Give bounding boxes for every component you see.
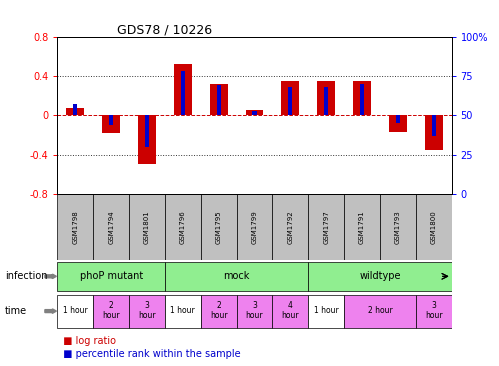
Text: infection: infection xyxy=(5,271,47,281)
Text: GSM1791: GSM1791 xyxy=(359,210,365,244)
Text: phoP mutant: phoP mutant xyxy=(79,271,143,281)
Text: ■ log ratio: ■ log ratio xyxy=(57,336,116,346)
Bar xyxy=(317,81,335,115)
Bar xyxy=(380,194,416,260)
Bar xyxy=(324,87,328,115)
Bar xyxy=(102,115,120,133)
Bar xyxy=(416,295,452,328)
Bar xyxy=(165,194,201,260)
Text: GSM1798: GSM1798 xyxy=(72,210,78,244)
Text: GSM1793: GSM1793 xyxy=(395,210,401,244)
Text: 2 hour: 2 hour xyxy=(368,306,392,315)
Bar xyxy=(308,295,344,328)
Bar xyxy=(237,295,272,328)
Bar xyxy=(308,261,452,291)
Bar xyxy=(217,85,221,115)
Bar xyxy=(109,115,113,125)
Bar xyxy=(272,194,308,260)
Bar xyxy=(237,194,272,260)
Text: wildtype: wildtype xyxy=(359,271,401,281)
Bar xyxy=(288,87,292,115)
Bar xyxy=(145,115,149,147)
Bar xyxy=(353,81,371,115)
Bar xyxy=(181,71,185,115)
Bar xyxy=(129,295,165,328)
Text: GSM1796: GSM1796 xyxy=(180,210,186,244)
Text: GSM1799: GSM1799 xyxy=(251,210,257,244)
Bar xyxy=(308,194,344,260)
Text: GSM1794: GSM1794 xyxy=(108,210,114,244)
Bar xyxy=(396,115,400,123)
Bar xyxy=(360,84,364,115)
Bar xyxy=(425,115,443,150)
Text: GSM1797: GSM1797 xyxy=(323,210,329,244)
Bar xyxy=(281,81,299,115)
Bar xyxy=(174,64,192,115)
Bar xyxy=(246,111,263,115)
Bar xyxy=(165,261,308,291)
Bar xyxy=(93,295,129,328)
Text: GSM1792: GSM1792 xyxy=(287,210,293,244)
Bar xyxy=(344,295,416,328)
Bar xyxy=(432,115,436,136)
Text: 1 hour: 1 hour xyxy=(314,306,338,315)
Bar xyxy=(201,194,237,260)
Text: GSM1795: GSM1795 xyxy=(216,210,222,244)
Text: time: time xyxy=(5,306,27,316)
Text: mock: mock xyxy=(224,271,250,281)
Bar xyxy=(201,295,237,328)
Bar xyxy=(165,295,201,328)
Text: 1 hour: 1 hour xyxy=(63,306,88,315)
Bar xyxy=(272,295,308,328)
Bar xyxy=(344,194,380,260)
Text: 2
hour: 2 hour xyxy=(102,300,120,320)
Bar xyxy=(57,295,93,328)
Bar xyxy=(252,111,256,115)
Bar xyxy=(66,108,84,115)
Bar xyxy=(57,194,93,260)
Text: 2
hour: 2 hour xyxy=(210,300,228,320)
Text: 3
hour: 3 hour xyxy=(138,300,156,320)
Text: 3
hour: 3 hour xyxy=(425,300,443,320)
Bar xyxy=(138,115,156,164)
Bar xyxy=(73,104,77,115)
Bar xyxy=(389,115,407,132)
Bar xyxy=(416,194,452,260)
Text: GSM1801: GSM1801 xyxy=(144,210,150,244)
Text: GSM1800: GSM1800 xyxy=(431,210,437,244)
Bar xyxy=(210,84,228,115)
Text: 4
hour: 4 hour xyxy=(281,300,299,320)
Text: GDS78 / 10226: GDS78 / 10226 xyxy=(116,23,212,37)
Text: ■ percentile rank within the sample: ■ percentile rank within the sample xyxy=(57,349,241,359)
Bar xyxy=(129,194,165,260)
Bar xyxy=(93,194,129,260)
Text: 1 hour: 1 hour xyxy=(171,306,195,315)
Text: 3
hour: 3 hour xyxy=(246,300,263,320)
Bar xyxy=(57,261,165,291)
